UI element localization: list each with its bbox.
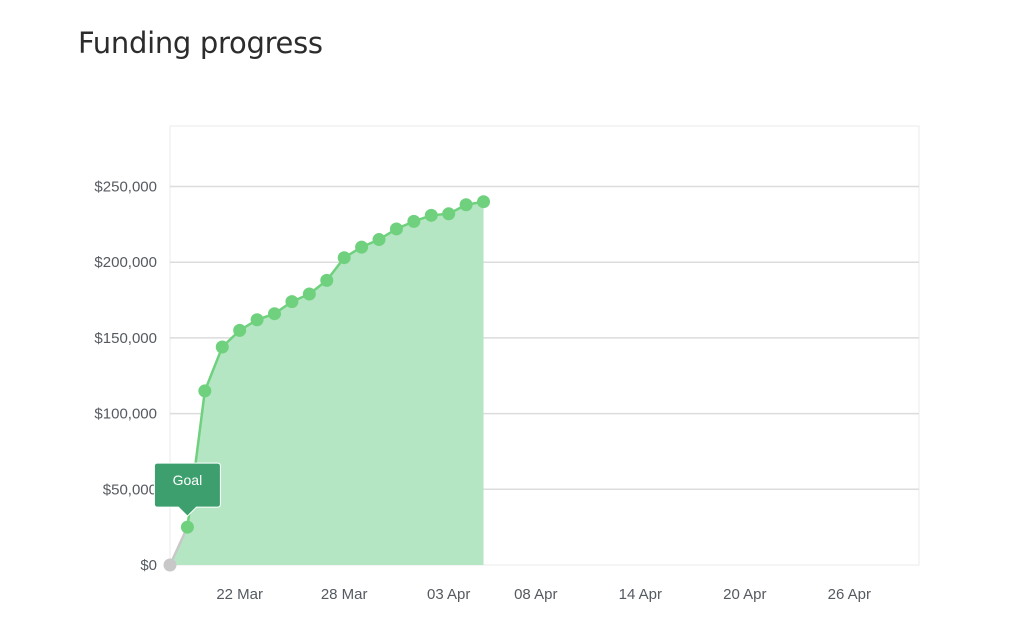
x-axis: 22 Mar 28 Mar 03 Apr 08 Apr 14 Apr 20 Apr 26 A… [216, 586, 871, 603]
data-point[interactable] [355, 240, 369, 254]
data-point[interactable] [372, 233, 386, 247]
data-point[interactable] [302, 287, 316, 301]
start-point [163, 558, 177, 572]
data-point[interactable] [337, 251, 351, 265]
y-tick-label: $250,000 [94, 179, 157, 196]
x-tick-label: 03 Apr [427, 586, 470, 603]
x-tick-label: 26 Apr [828, 586, 871, 603]
page-title: Funding progress [78, 26, 323, 60]
data-point[interactable] [477, 195, 491, 209]
y-tick-label: $0 [140, 557, 157, 574]
y-axis: $0 $50,000 $100,000 $150,000 $200,000 $250,00… [94, 179, 157, 574]
x-tick-label: 28 Mar [321, 586, 368, 603]
y-tick-label: $200,000 [94, 254, 157, 271]
data-point[interactable] [215, 340, 229, 354]
data-point[interactable] [442, 207, 456, 221]
data-point[interactable] [250, 313, 264, 327]
data-point[interactable] [407, 214, 421, 228]
goal-tooltip[interactable]: Goal [153, 462, 221, 517]
data-point[interactable] [389, 222, 403, 236]
x-tick-label: 08 Apr [514, 586, 557, 603]
start-segment [168, 526, 189, 566]
x-tick-label: 20 Apr [723, 586, 766, 603]
data-point[interactable] [320, 273, 334, 287]
funding-area-fill [170, 201, 484, 566]
data-point[interactable] [424, 208, 438, 222]
data-point[interactable] [268, 307, 282, 321]
x-tick-label: 14 Apr [619, 586, 662, 603]
goal-tooltip-box [153, 462, 221, 517]
data-point[interactable] [180, 520, 194, 534]
x-tick-label: 22 Mar [216, 586, 263, 603]
y-tick-label: $50,000 [103, 481, 157, 498]
data-point[interactable] [459, 198, 473, 212]
data-point[interactable] [285, 295, 299, 309]
data-points [163, 195, 491, 572]
y-tick-label: $150,000 [94, 330, 157, 347]
data-point[interactable] [198, 384, 212, 398]
y-tick-label: $100,000 [94, 406, 157, 423]
data-point[interactable] [233, 323, 247, 337]
plot-area-border [169, 125, 920, 566]
goal-tooltip-label: Goal [173, 472, 203, 488]
